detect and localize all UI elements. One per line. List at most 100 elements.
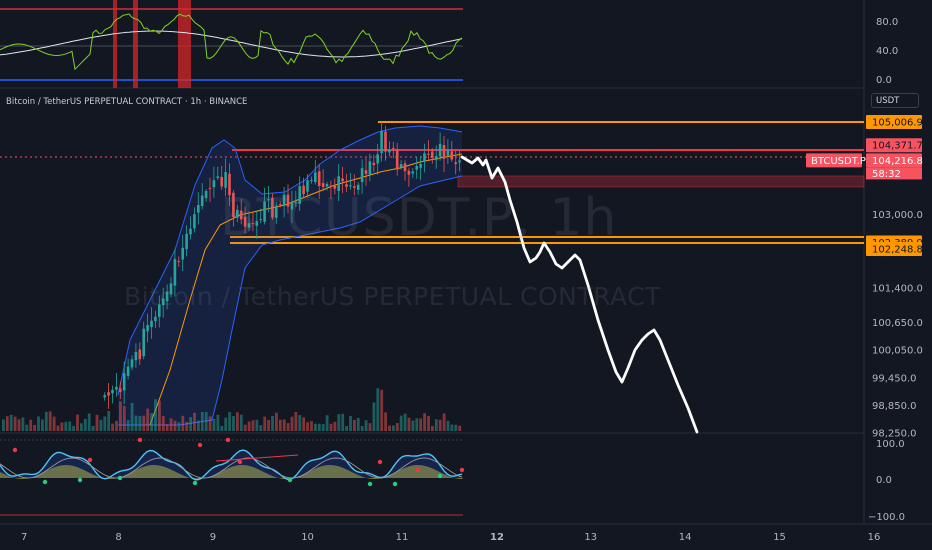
candle-body[interactable] [161, 298, 165, 306]
price-tag-box[interactable] [866, 242, 922, 256]
candle-body[interactable] [321, 183, 325, 187]
candle-body[interactable] [329, 185, 333, 187]
candle-body[interactable] [282, 194, 286, 206]
candle-body[interactable] [290, 202, 294, 210]
candle-body[interactable] [360, 168, 364, 182]
candle-body[interactable] [181, 247, 184, 260]
oscillator-pane[interactable]: 100.0 0.0 −100.0 [0, 437, 905, 523]
candle-body[interactable] [107, 392, 110, 396]
candle-body[interactable] [302, 185, 305, 195]
candle-body[interactable] [380, 131, 383, 153]
candle-body[interactable] [271, 197, 274, 218]
candle-body[interactable] [255, 221, 259, 226]
candle-body[interactable] [259, 219, 262, 221]
currency-unit-button[interactable]: USDT [871, 93, 919, 108]
candle-body[interactable] [146, 325, 149, 332]
candle-body[interactable] [154, 316, 157, 322]
candle-body[interactable] [189, 228, 192, 235]
candle-body[interactable] [325, 184, 329, 187]
candle-body[interactable] [376, 154, 379, 164]
price-tag[interactable]: 102,248.8 [866, 242, 923, 256]
candle-body[interactable] [372, 162, 376, 166]
candle-body[interactable] [267, 199, 270, 201]
candle-body[interactable] [399, 164, 403, 168]
candle-body[interactable] [356, 184, 360, 190]
candle-body[interactable] [415, 166, 418, 170]
candle-body[interactable] [431, 151, 434, 158]
candle-body[interactable] [200, 195, 204, 207]
candle-body[interactable] [353, 186, 356, 188]
candle-body[interactable] [134, 352, 138, 361]
candle-body[interactable] [392, 147, 395, 149]
candle-body[interactable] [165, 291, 169, 302]
price-tag-box[interactable] [866, 115, 922, 129]
price-pane[interactable]: 103,000.0 101,400.0 100,650.0 100,050.0 99,4… [0, 115, 923, 440]
candle-body[interactable] [251, 223, 255, 225]
candle-body[interactable] [298, 186, 301, 204]
candle-body[interactable] [384, 131, 387, 152]
candle-body[interactable] [388, 150, 391, 153]
candle-body[interactable] [407, 170, 411, 175]
candle-body[interactable] [119, 388, 122, 393]
candle-body[interactable] [216, 176, 220, 178]
candle-body[interactable] [247, 223, 251, 228]
candle-body[interactable] [111, 389, 114, 394]
candle-body[interactable] [243, 216, 247, 227]
price-tag-box[interactable] [866, 138, 922, 153]
price-tag-box[interactable] [866, 153, 922, 168]
candle-body[interactable] [438, 143, 442, 157]
candle-body[interactable] [345, 184, 348, 187]
candle-body[interactable] [454, 162, 457, 165]
candle-body[interactable] [278, 204, 282, 206]
candle-body[interactable] [411, 171, 415, 174]
candle-body[interactable] [185, 233, 188, 250]
candle-body[interactable] [138, 349, 142, 360]
candle-body[interactable] [337, 176, 340, 191]
candle-body[interactable] [368, 161, 372, 175]
candle-body[interactable] [173, 259, 177, 286]
candle-body[interactable] [450, 151, 454, 160]
candle-body[interactable] [403, 163, 407, 172]
candle-body[interactable] [224, 172, 227, 188]
candle-body[interactable] [306, 180, 309, 192]
price-tag[interactable]: 104,371.7 [866, 138, 923, 153]
candle-body[interactable] [317, 171, 321, 186]
candle-body[interactable] [204, 191, 208, 199]
candle-body[interactable] [310, 180, 313, 182]
candle-body[interactable] [294, 202, 298, 204]
candle-body[interactable] [150, 320, 153, 328]
symbol-tag-box[interactable] [806, 153, 862, 168]
candle-body[interactable] [434, 156, 438, 161]
candle-body[interactable] [197, 205, 200, 213]
candles[interactable] [103, 121, 461, 409]
candle-body[interactable] [158, 304, 161, 317]
candle-body[interactable] [232, 192, 235, 218]
candle-body[interactable] [395, 149, 399, 170]
candle-body[interactable] [193, 214, 196, 229]
candle-body[interactable] [130, 359, 134, 368]
candle-body[interactable] [419, 163, 422, 168]
candle-body[interactable] [458, 160, 461, 163]
candle-body[interactable] [228, 173, 231, 196]
rsi-pane[interactable]: 80.0 40.0 0.0 [0, 0, 898, 88]
candle-body[interactable] [115, 386, 118, 390]
candle-body[interactable] [177, 260, 181, 262]
candle-body[interactable] [314, 172, 317, 182]
candle-body[interactable] [236, 209, 239, 218]
candle-body[interactable] [446, 150, 450, 156]
candle-body[interactable] [208, 188, 212, 190]
supply-zone[interactable] [457, 175, 865, 188]
candle-body[interactable] [349, 185, 352, 187]
candle-body[interactable] [423, 153, 426, 162]
candle-body[interactable] [239, 210, 243, 220]
candle-body[interactable] [341, 178, 344, 182]
projection-drawing[interactable] [460, 155, 699, 434]
candle-body[interactable] [364, 170, 368, 175]
candle-body[interactable] [427, 153, 430, 155]
candle-body[interactable] [263, 201, 266, 222]
candle-body[interactable] [286, 194, 290, 207]
candle-body[interactable] [275, 205, 278, 218]
candle-body[interactable] [126, 366, 130, 376]
candle-body[interactable] [169, 283, 173, 295]
